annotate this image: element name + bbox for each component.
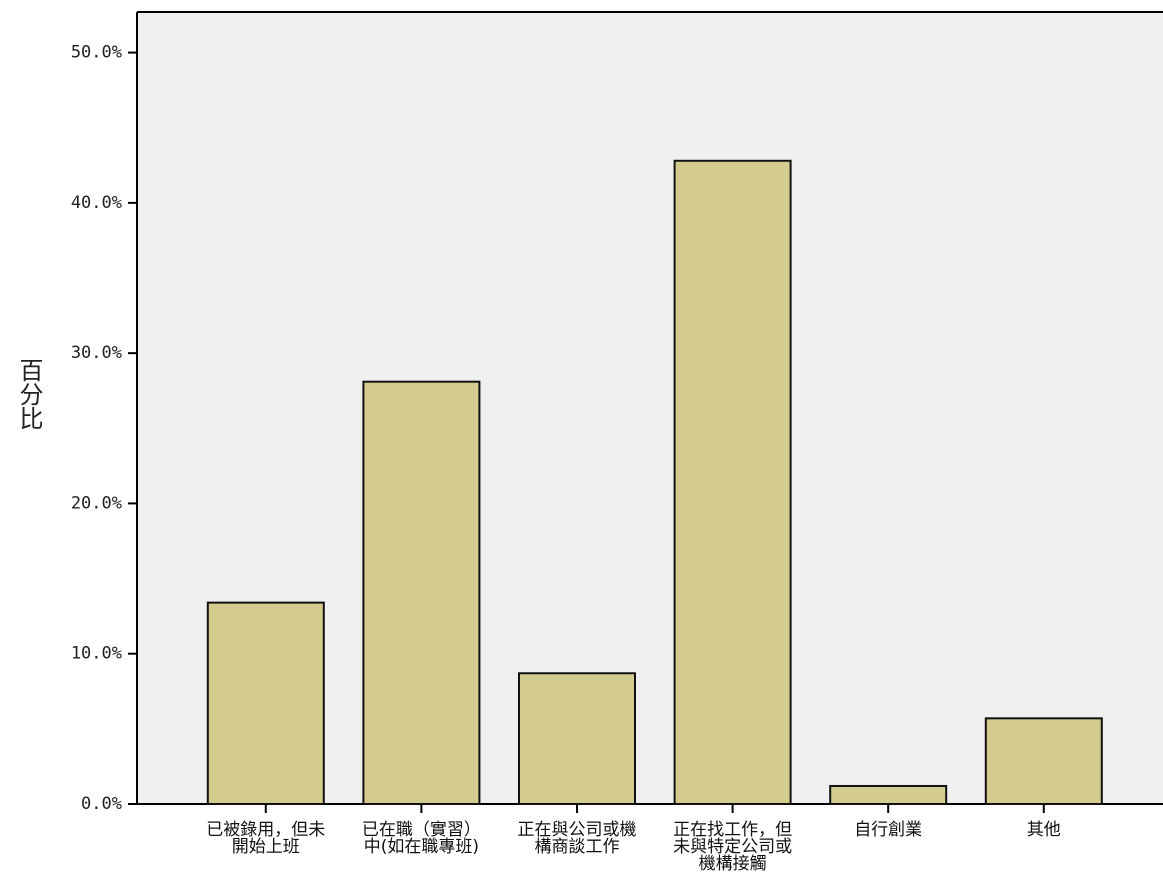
bar (518, 672, 636, 806)
x-tick-label: 正在找工作，但 未與特定公司或 機構接觸 (673, 820, 793, 874)
y-tick-label: 50.0% (71, 43, 122, 63)
x-tick-label: 自行創業 (854, 820, 923, 840)
bar (673, 159, 792, 805)
bar (206, 601, 325, 805)
x-tick-label: 其他 (1026, 820, 1061, 840)
bar (829, 784, 948, 805)
y-tick-label: 20.0% (71, 493, 122, 513)
bar (362, 380, 481, 805)
x-tick-label: 正在與公司或機 構商談工作 (517, 820, 637, 857)
x-tick-label: 已在職（實習） 中(如在職專班) (361, 820, 481, 857)
bar (984, 717, 1103, 806)
y-tick-label: 0.0% (81, 794, 122, 814)
y-tick-label: 10.0% (71, 644, 122, 664)
x-tick-label: 已被錄用，但未 開始上班 (206, 820, 326, 857)
y-tick-label: 30.0% (71, 343, 122, 363)
y-axis-label: 百分比 (15, 358, 43, 430)
y-tick-label: 40.0% (71, 193, 122, 213)
